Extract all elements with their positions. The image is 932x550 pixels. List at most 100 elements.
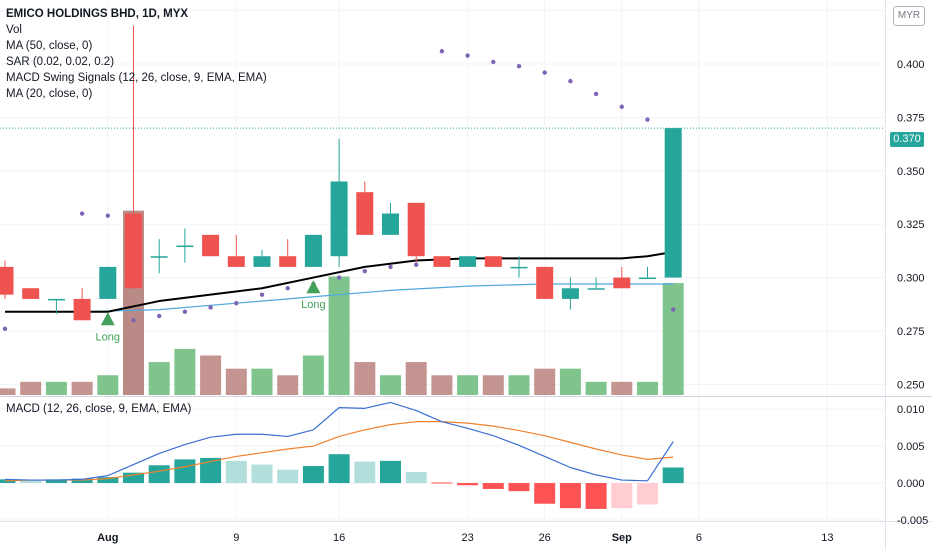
- sar-dot: [645, 117, 650, 122]
- volume-bar: [482, 375, 504, 395]
- legend-macd-swing[interactable]: MACD Swing Signals (12, 26, close, 9, EM…: [6, 72, 267, 84]
- legend-ma50[interactable]: MA (50, close, 0): [6, 40, 93, 52]
- candle-body: [22, 288, 40, 299]
- volume-bar: [20, 381, 42, 395]
- sar-dot: [388, 264, 393, 270]
- legend-vol[interactable]: Vol: [6, 24, 22, 36]
- macd-hist-bar: [508, 483, 530, 492]
- macd-hist-bar: [431, 482, 453, 484]
- macd-hist-bar: [380, 460, 401, 484]
- candle-body: [536, 266, 554, 299]
- sar-dot: [336, 275, 342, 280]
- candle-body: [0, 266, 14, 295]
- sar-dot: [131, 318, 136, 323]
- volume-bar: [637, 381, 658, 395]
- sar-dot: [208, 305, 213, 310]
- macd-hist-bar: [559, 483, 581, 509]
- macd-hist-bar: [585, 483, 607, 509]
- volume-bar: [251, 368, 273, 395]
- macd-legend[interactable]: MACD (12, 26, close, 9, EMA, EMA): [6, 403, 192, 415]
- candle-body: [73, 298, 91, 321]
- volume-bar: [97, 375, 119, 395]
- time-tick-label: 26: [539, 532, 551, 544]
- time-tick-label: 13: [821, 532, 833, 544]
- sar-dot: [105, 213, 111, 218]
- volume-bar: [277, 375, 299, 395]
- volume-bar: [534, 368, 556, 395]
- volume-bar: [200, 355, 222, 395]
- macd-hist-bar: [662, 467, 684, 484]
- candle-body: [330, 181, 348, 257]
- macd-hist-bar: [45, 479, 67, 484]
- volume-bar: [174, 348, 196, 395]
- macd-hist-bar: [354, 461, 376, 484]
- sar-dot: [182, 309, 188, 314]
- sar-dot: [516, 63, 522, 69]
- legend-sar[interactable]: SAR (0.02, 0.02, 0.2): [6, 56, 115, 68]
- volume-bar: [354, 362, 376, 395]
- price-tick-label: 0.275: [897, 326, 925, 338]
- time-tick-label: 6: [696, 532, 702, 544]
- volume-bar: [0, 388, 16, 395]
- volume-bar: [45, 381, 67, 395]
- price-tick-label: 0.300: [897, 273, 925, 285]
- macd-hist-bar: [457, 483, 479, 486]
- macd-hist-bar: [20, 480, 42, 484]
- candle-body: [304, 234, 322, 267]
- volume-bar: [302, 355, 324, 395]
- candle-body: [587, 288, 605, 290]
- candle-body: [664, 128, 682, 278]
- long-signal-marker: [100, 312, 115, 326]
- candle-body: [561, 288, 579, 299]
- price-tick-label: 0.400: [897, 59, 925, 71]
- macd-hist-bar: [200, 457, 222, 484]
- macd-hist-bar: [637, 483, 658, 505]
- candle-body: [459, 256, 477, 267]
- candle-body: [510, 266, 528, 269]
- volume-bar: [148, 362, 170, 395]
- macd-signal-line: [4, 421, 674, 482]
- sar-dot: [568, 78, 573, 84]
- macd-hist-bar: [405, 471, 427, 484]
- macd-hist-bar: [534, 483, 556, 504]
- sar-dot: [2, 326, 8, 332]
- macd-hist-bar: [225, 460, 247, 484]
- candle-body: [484, 256, 502, 267]
- time-tick-label: 9: [233, 532, 239, 544]
- volume-bar: [380, 375, 401, 395]
- candle-body: [227, 256, 245, 267]
- long-signal-marker: [306, 280, 321, 294]
- macd-hist-bar: [277, 469, 299, 484]
- macd-hist-bar: [251, 464, 273, 484]
- time-tick-label: 16: [333, 532, 345, 544]
- macd-hist-bar: [123, 472, 144, 484]
- volume-bar: [431, 375, 453, 395]
- candle-body: [125, 213, 142, 289]
- sar-dot: [671, 307, 676, 312]
- price-tick-label: 0.375: [897, 112, 925, 124]
- macd-hist-bar: [71, 478, 93, 484]
- candle-body: [99, 266, 117, 299]
- last-price-badge: 0.370: [890, 132, 924, 147]
- volume-bar: [71, 381, 93, 395]
- macd-tick-label: 0.005: [897, 441, 925, 453]
- volume-bar: [328, 276, 350, 395]
- legend-ma20[interactable]: MA (20, close, 0): [6, 88, 93, 100]
- candle-body: [253, 256, 271, 267]
- currency-button[interactable]: MYR: [893, 6, 925, 26]
- macd-tick-label: -0.005: [897, 515, 928, 527]
- price-tick-label: 0.325: [897, 219, 925, 231]
- chart-legend: EMICO HOLDINGS BHD, 1D, MYX Vol MA (50, …: [6, 6, 267, 102]
- legend-symbol-title: EMICO HOLDINGS BHD, 1D, MYX: [6, 8, 189, 20]
- time-tick-label: Sep: [612, 532, 632, 544]
- volume-bar: [585, 381, 607, 395]
- candle-body: [407, 202, 425, 257]
- candle-body: [639, 277, 656, 280]
- price-tick-label: 0.350: [897, 166, 925, 178]
- sar-dot: [234, 300, 239, 306]
- sar-dot: [285, 286, 290, 291]
- macd-tick-label: 0.010: [897, 404, 925, 416]
- volume-bar: [405, 362, 427, 395]
- candle-body: [613, 277, 631, 289]
